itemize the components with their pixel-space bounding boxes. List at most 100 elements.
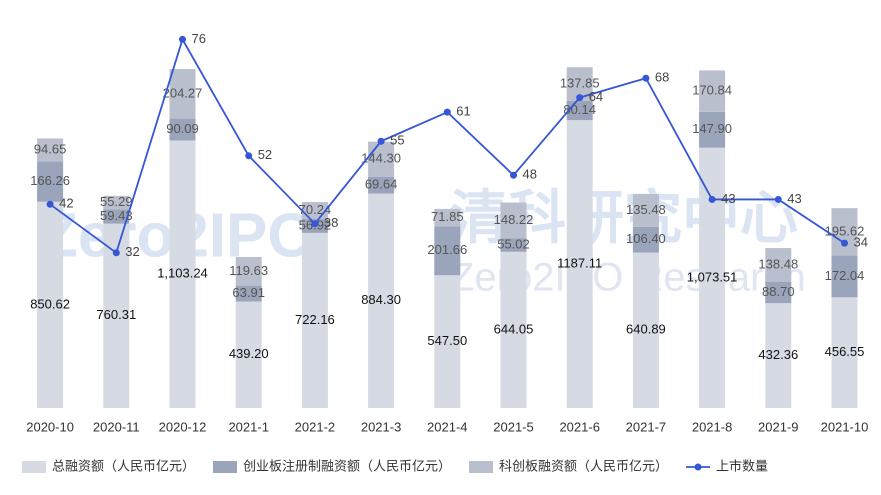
value-label: 644.05 [494,321,534,336]
line-point [443,108,451,116]
bar [169,69,196,119]
line-label: 76 [192,31,206,46]
line-label: 34 [854,235,868,250]
x-tick-label: 2020-12 [159,419,207,434]
bar [434,275,461,408]
bar [434,208,461,227]
bar [500,251,527,408]
value-label: 80.14 [563,102,596,117]
value-label: 59.43 [100,208,133,223]
value-label: 1187.11 [557,256,602,271]
bar [632,252,659,408]
x-tick-label: 2021-1 [228,419,268,434]
value-label: 884.30 [361,292,401,307]
bar [566,120,593,408]
value-label: 850.62 [30,296,70,311]
line-point [510,171,517,179]
legend-swatch [213,461,238,473]
bar [235,301,262,408]
bar [632,226,659,253]
line-point [311,220,319,228]
x-tick-label: 2021-8 [692,419,732,434]
line-point [576,94,584,102]
bar [368,176,395,194]
value-label: 69.64 [365,177,398,192]
line-point [708,195,716,203]
line-point [774,195,782,203]
x-tick-label: 2021-7 [626,419,666,434]
x-tick-label: 2020-10 [26,419,74,434]
value-label: 432.36 [758,347,798,362]
line-point [245,152,253,160]
bar [699,70,726,112]
bar [434,226,461,276]
value-label: 172.04 [825,268,865,283]
line-point [642,74,650,82]
bar [235,285,262,302]
x-tick-label: 2021-5 [493,419,533,434]
value-label: 63.91 [232,285,265,300]
x-tick-label: 2021-4 [427,419,467,434]
bar [169,118,196,141]
line-label: 48 [523,167,537,182]
line-label: 38 [324,215,338,230]
value-label: 456.55 [825,344,865,359]
bar [301,232,328,408]
line-label: 68 [655,70,669,85]
value-label: 71.85 [431,209,464,224]
line-label: 42 [59,196,73,211]
line-point [841,239,848,247]
value-label: 439.20 [229,346,269,361]
value-label: 88.70 [762,284,795,299]
bar [632,193,659,227]
value-label: 137.85 [560,75,600,90]
value-label: 90.09 [166,121,199,136]
x-tick-label: 2021-10 [821,419,869,434]
bar [765,281,792,304]
x-tick-label: 2020-11 [93,419,140,434]
line-label: 32 [125,244,139,259]
value-label: 195.62 [825,223,865,238]
value-label: 138.48 [758,256,798,271]
value-label: 640.89 [626,322,666,337]
bar [765,248,792,282]
legend-label: 科创板融资额（人民币亿元） [499,458,668,473]
value-label: 147.90 [692,121,732,136]
bar [37,201,64,408]
line-point [46,200,54,208]
value-label: 55.29 [100,194,133,209]
line-point [112,249,120,257]
value-label: 166.26 [30,173,70,188]
bar [103,195,130,210]
line-label: 43 [787,191,801,206]
bar [699,147,726,408]
legend-label: 总融资额（人民币亿元） [52,458,195,473]
bar [103,209,130,224]
bar [500,202,527,239]
value-label: 547.50 [427,333,467,348]
bar [831,297,858,408]
line-label: 52 [258,147,272,162]
legend-label: 上市数量 [716,458,768,473]
value-label: 106.40 [626,231,666,246]
bar [500,238,527,252]
value-label: 1,103.24 [157,266,208,281]
value-label: 94.65 [34,141,67,156]
value-label: 119.63 [229,263,268,278]
bar [831,208,858,256]
bar [831,255,858,298]
bar [169,140,196,408]
line-label: 43 [721,191,735,206]
line-point [377,137,385,145]
line-label: 64 [589,89,603,104]
x-tick-label: 2021-3 [361,419,401,434]
value-label: 170.84 [692,83,732,98]
bar [37,138,64,162]
bar [699,111,726,148]
x-tick-label: 2021-9 [758,419,798,434]
value-label: 148.22 [494,212,534,227]
x-tick-label: 2021-6 [559,419,599,434]
line-point [179,35,186,43]
value-label: 722.16 [295,312,335,327]
